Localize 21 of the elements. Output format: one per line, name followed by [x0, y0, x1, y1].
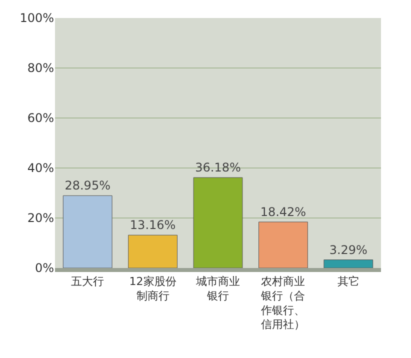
y-tick-label: 0%: [34, 261, 54, 276]
y-tick-label: 80%: [27, 61, 54, 76]
x-tick-label: 城市商业银行: [195, 275, 240, 302]
data-label: 18.42%: [260, 204, 306, 219]
data-label: 36.18%: [195, 160, 241, 175]
y-tick-label: 20%: [27, 211, 54, 226]
bar: [324, 260, 374, 268]
bar: [258, 222, 308, 268]
bar: [193, 177, 243, 268]
y-tick-label: 40%: [27, 161, 54, 176]
data-label: 3.29%: [329, 242, 368, 257]
y-tick-label: 60%: [27, 111, 54, 126]
x-tick-label: 五大行: [71, 275, 104, 288]
bar: [62, 195, 112, 268]
x-tick-label: 12家股份制商行: [129, 275, 176, 302]
data-label: 13.16%: [130, 218, 176, 232]
bar: [128, 234, 178, 268]
data-label: 28.95%: [64, 178, 110, 193]
x-tick-label: 其它: [337, 275, 360, 288]
y-tick-label: 100%: [20, 11, 54, 26]
x-tick-label: 农村商业银行（合作银行、信用社）: [260, 275, 306, 332]
